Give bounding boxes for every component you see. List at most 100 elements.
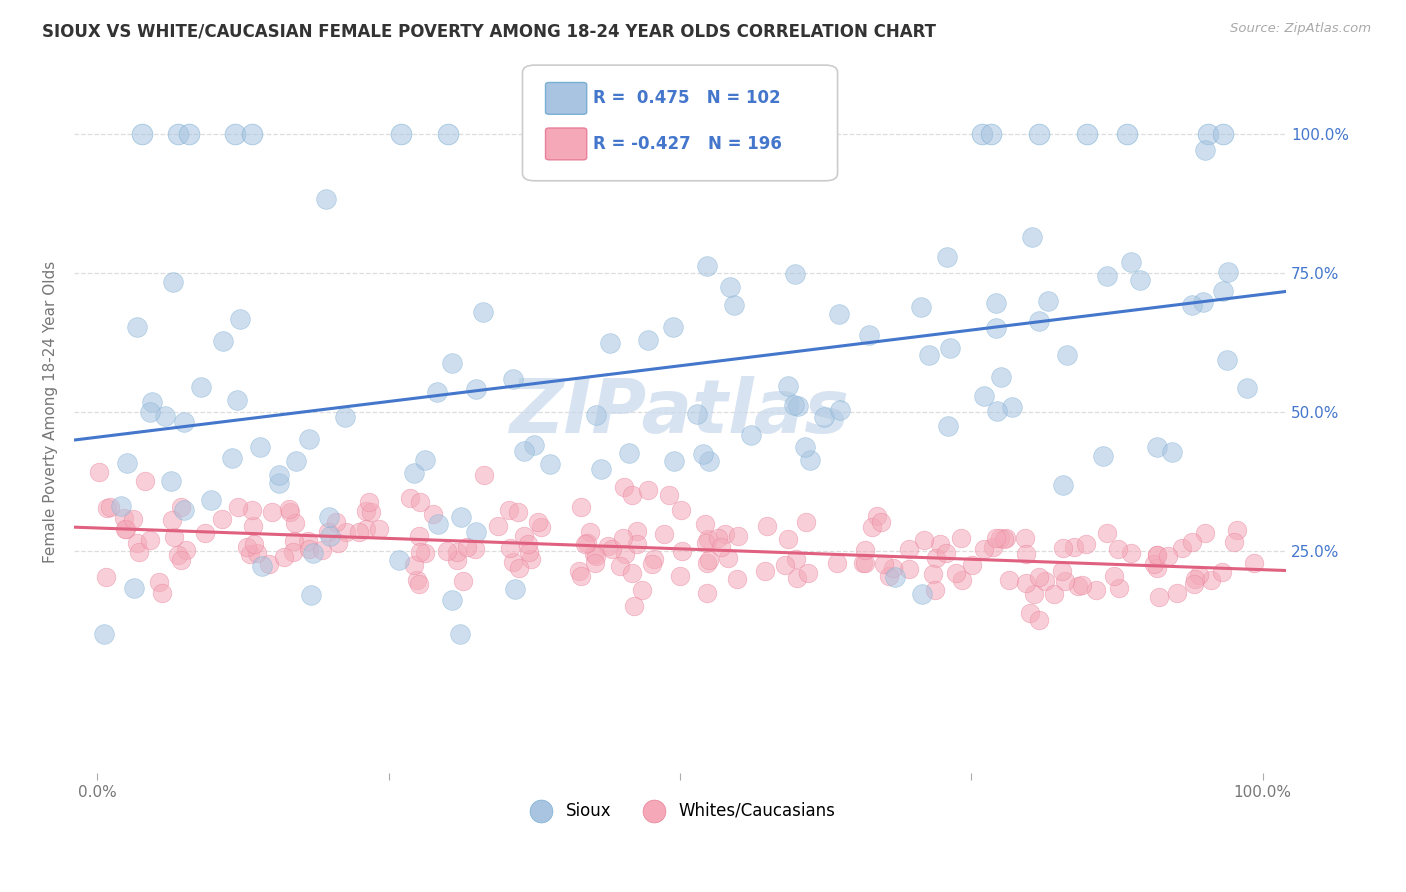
Point <box>1216 265 1239 279</box>
Point <box>269 467 291 482</box>
Point <box>94 570 117 584</box>
Point <box>357 495 380 509</box>
Point <box>825 557 848 571</box>
Point <box>664 454 686 468</box>
Point <box>472 468 495 483</box>
Point <box>122 582 145 596</box>
Point <box>440 356 463 370</box>
Point <box>121 511 143 525</box>
Point <box>1157 549 1180 564</box>
Point <box>1121 546 1143 560</box>
Point <box>138 533 160 548</box>
Point <box>1102 569 1125 583</box>
Point <box>150 586 173 600</box>
Point <box>128 545 150 559</box>
Point <box>685 407 707 421</box>
Point <box>1052 564 1074 578</box>
Point <box>239 547 262 561</box>
Point <box>1194 525 1216 540</box>
Point <box>502 555 524 569</box>
Point <box>855 542 877 557</box>
Point <box>1171 541 1194 555</box>
Point <box>408 529 430 543</box>
Point <box>990 370 1012 384</box>
Point <box>472 305 495 319</box>
Point <box>613 480 636 494</box>
Point <box>249 440 271 454</box>
Point <box>658 488 681 502</box>
Point <box>388 553 411 567</box>
Point <box>148 575 170 590</box>
Point <box>882 561 904 575</box>
Point <box>697 553 720 567</box>
Point <box>1085 582 1108 597</box>
Point <box>273 549 295 564</box>
Point <box>221 451 243 466</box>
Point <box>617 446 640 460</box>
Point <box>211 511 233 525</box>
Point <box>134 474 156 488</box>
Point <box>139 405 162 419</box>
Point <box>718 280 741 294</box>
Point <box>986 531 1008 545</box>
Point <box>228 311 250 326</box>
Point <box>727 529 749 543</box>
Point <box>984 320 1007 334</box>
Point <box>714 527 737 541</box>
Point <box>1194 143 1216 157</box>
Point <box>641 558 664 572</box>
Point <box>527 515 550 529</box>
Point <box>939 341 962 355</box>
Point <box>936 418 959 433</box>
Point <box>775 558 797 572</box>
Point <box>278 505 301 519</box>
Point <box>696 556 718 570</box>
Point <box>1236 380 1258 394</box>
Point <box>1226 523 1249 537</box>
Point <box>498 503 520 517</box>
Point <box>368 523 391 537</box>
Point <box>167 548 190 562</box>
Point <box>1212 284 1234 298</box>
Point <box>315 192 337 206</box>
Point <box>325 515 347 529</box>
Point <box>502 372 524 386</box>
FancyBboxPatch shape <box>546 82 586 114</box>
Point <box>173 503 195 517</box>
Point <box>1212 127 1234 141</box>
Point <box>697 454 720 468</box>
Point <box>1074 537 1097 551</box>
Point <box>200 493 222 508</box>
Point <box>319 529 342 543</box>
Point <box>995 531 1018 545</box>
Point <box>568 564 591 578</box>
Point <box>301 546 323 560</box>
Point <box>426 517 449 532</box>
Point <box>924 582 946 597</box>
Point <box>1199 573 1222 587</box>
Point <box>125 536 148 550</box>
Point <box>922 566 945 581</box>
Point <box>1033 574 1056 588</box>
Point <box>806 127 828 141</box>
Point <box>786 571 808 585</box>
Point <box>912 533 935 548</box>
Point <box>513 529 536 543</box>
Point <box>877 569 900 583</box>
Point <box>242 519 264 533</box>
Point <box>754 564 776 578</box>
Point <box>298 542 321 557</box>
Point <box>578 524 600 539</box>
Point <box>1052 541 1074 556</box>
Point <box>160 513 183 527</box>
Point <box>569 500 592 514</box>
Point <box>740 427 762 442</box>
Point <box>993 532 1015 546</box>
Point <box>299 588 322 602</box>
Point <box>637 483 659 497</box>
Point <box>723 298 745 312</box>
Point <box>240 503 263 517</box>
Point <box>170 500 193 514</box>
Point <box>783 398 806 412</box>
Point <box>285 454 308 468</box>
